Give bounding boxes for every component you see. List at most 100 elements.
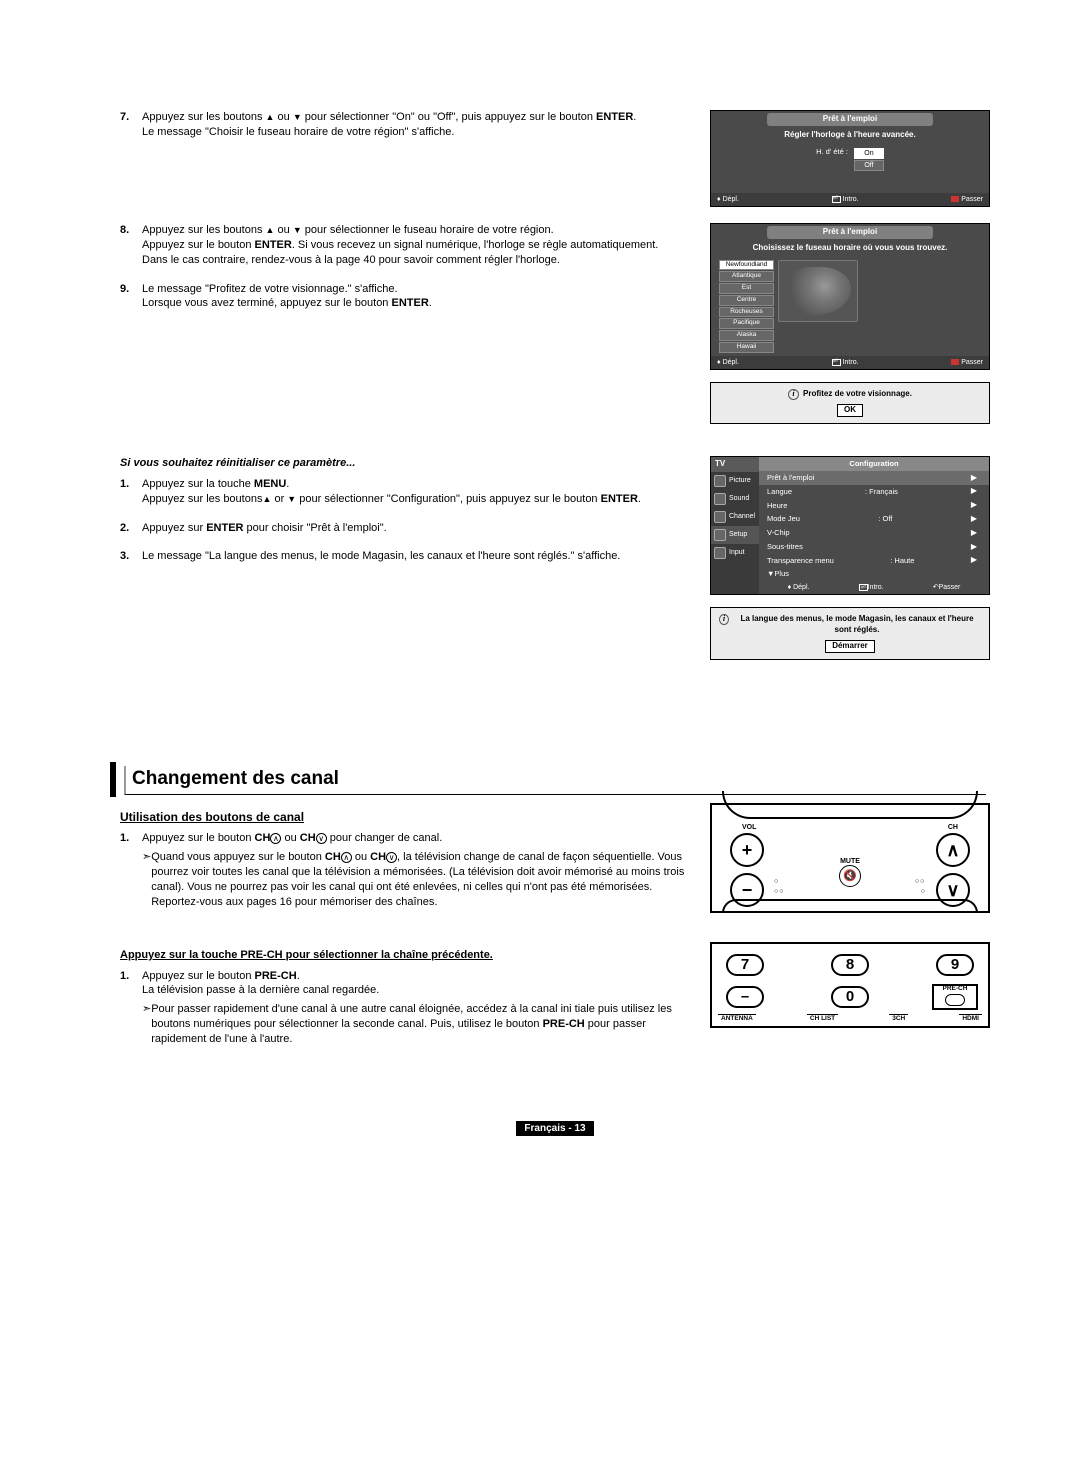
dst-option-on[interactable]: On: [854, 148, 884, 159]
step-line: Appuyez sur les boutons ou pour sélectio…: [142, 224, 554, 236]
step-body: Appuyez sur les boutons ou pour sélectio…: [142, 110, 690, 140]
step-line: Dans le cas contraire, rendez-vous à la …: [142, 254, 560, 266]
cfg-tv-label: TV: [711, 457, 759, 472]
cfg-foot-enter: ⏎Intro.: [859, 583, 884, 592]
start-button[interactable]: Démarrer: [825, 640, 875, 653]
num-dash-button[interactable]: –: [726, 986, 764, 1008]
step-body: Appuyez sur les boutons ou pour sélectio…: [142, 223, 690, 268]
ch-step-1: 1. Appuyez sur le bouton CH∧ ou CH∨ pour…: [120, 831, 690, 909]
mute-button[interactable]: [839, 865, 861, 887]
cfg-row[interactable]: V-Chip▶: [759, 526, 989, 540]
prech-button-box: PRE-CH: [932, 984, 978, 1010]
reset-step-2: 2. Appuyez sur ENTER pour choisir "Prêt …: [120, 521, 690, 536]
footer-move: ♦ Dépl.: [717, 195, 739, 204]
prech-button[interactable]: [945, 994, 965, 1006]
remote-vol-ch: VOL CH + − ∧ ∨ MUTE ○○○ ○○ ○: [710, 803, 990, 913]
side-channel[interactable]: Channel: [711, 508, 759, 526]
page-number: Français - 13: [516, 1121, 593, 1136]
step-body: Appuyez sur le bouton CH∧ ou CH∨ pour ch…: [142, 831, 690, 909]
cfg-more: ▼Plus: [759, 568, 989, 581]
osd-timezone: Prêt à l'emploi Choisissez le fuseau hor…: [710, 223, 990, 370]
btm-3ch: 3CH: [889, 1014, 908, 1024]
num-8-button[interactable]: 8: [831, 954, 869, 976]
side-input[interactable]: Input: [711, 544, 759, 562]
step-num: 1.: [120, 831, 142, 909]
step-num: 8.: [120, 223, 142, 268]
footer-move: ♦ Dépl.: [717, 358, 739, 367]
reset-step-3: 3. Le message "La langue des menus, le m…: [120, 549, 690, 564]
info-text: Profitez de votre visionnage.: [803, 389, 912, 400]
channel-icon: [714, 511, 726, 523]
tz-item[interactable]: Alaska: [719, 330, 774, 341]
cfg-row[interactable]: Transparence menu: Haute▶: [759, 554, 989, 568]
ch-up-button[interactable]: ∧: [936, 833, 970, 867]
num-9-button[interactable]: 9: [936, 954, 974, 976]
step-num: 7.: [120, 110, 142, 140]
ch-label: CH: [948, 823, 958, 832]
step-num: 3.: [120, 549, 142, 564]
info-icon: i: [788, 389, 799, 400]
step-7: 7. Appuyez sur les boutons ou pour sélec…: [120, 110, 690, 140]
footer-enter: ⏎Intro.: [832, 195, 859, 204]
picture-icon: [714, 475, 726, 487]
reset-heading: Si vous souhaitez réinitialiser ce param…: [120, 456, 690, 471]
side-picture[interactable]: Picture: [711, 472, 759, 490]
cfg-row[interactable]: Mode Jeu: Off▶: [759, 513, 989, 527]
step-body: Appuyez sur le bouton PRE-CH. La télévis…: [142, 969, 690, 1047]
input-icon: [714, 547, 726, 559]
step-line: Appuyez sur le bouton ENTER. Si vous rec…: [142, 239, 658, 251]
osd-title: Prêt à l'emploi: [767, 113, 934, 126]
step-body: Le message "Profitez de votre visionnage…: [142, 282, 690, 312]
cfg-foot-move: ♦ Dépl.: [788, 583, 810, 592]
tz-item[interactable]: Hawaii: [719, 342, 774, 353]
osd-title: Prêt à l'emploi: [767, 226, 934, 239]
step-num: 1.: [120, 969, 142, 1047]
remote-numpad: 7 8 9 – 0 PRE-CH ANTENNA CH LIST 3CH HDM…: [710, 942, 990, 1028]
reset-step-1: 1. Appuyez sur la touche MENU.Appuyez su…: [120, 477, 690, 507]
note-text: Quand vous appuyez sur le bouton CH∧ ou …: [151, 850, 690, 909]
tz-item[interactable]: Est: [719, 283, 774, 294]
btm-hdmi: HDMI: [959, 1014, 982, 1024]
dst-option-off[interactable]: Off: [854, 160, 884, 171]
step-body: Appuyez sur ENTER pour choisir "Prêt à l…: [142, 521, 690, 536]
info-reset-done: i La langue des menus, le mode Magasin, …: [710, 607, 990, 659]
subheader-channel-buttons: Utilisation des boutons de canal: [120, 809, 690, 825]
step-line: Le message "Profitez de votre visionnage…: [142, 283, 398, 295]
note-text: Pour passer rapidement d'une canal à une…: [151, 1002, 690, 1047]
cfg-row[interactable]: Prêt à l'emploi▶: [759, 471, 989, 485]
tz-item[interactable]: Rocheuses: [719, 307, 774, 318]
osd-subtitle: Régler l'horloge à l'heure avancée.: [711, 128, 989, 143]
vol-label: VOL: [742, 823, 756, 832]
side-setup[interactable]: Setup: [711, 526, 759, 544]
dots-icon: ○○○: [774, 877, 784, 896]
osd-subtitle: Choisissez le fuseau horaire où vous vou…: [711, 241, 989, 256]
info-icon: i: [719, 614, 729, 625]
sound-icon: [714, 493, 726, 505]
footer-skip: Passer: [951, 195, 983, 204]
tz-item[interactable]: Newfoundland: [719, 260, 774, 271]
cfg-row[interactable]: Langue: Français▶: [759, 485, 989, 499]
step-num: 1.: [120, 477, 142, 507]
num-0-button[interactable]: 0: [831, 986, 869, 1008]
vol-up-button[interactable]: +: [730, 833, 764, 867]
cfg-row[interactable]: Sous-titres▶: [759, 540, 989, 554]
step-line: Le message "Choisir le fuseau horaire de…: [142, 126, 454, 138]
dst-label: H. d' été :: [816, 147, 848, 173]
osd-dst: Prêt à l'emploi Régler l'horloge à l'heu…: [710, 110, 990, 207]
footer-enter: ⏎Intro.: [832, 358, 859, 367]
ok-button[interactable]: OK: [837, 404, 863, 417]
info-enjoy: i Profitez de votre visionnage. OK: [710, 382, 990, 424]
page-footer: Français - 13: [120, 1121, 990, 1136]
prech-label: PRE-CH: [934, 985, 976, 994]
num-7-button[interactable]: 7: [726, 954, 764, 976]
cfg-row[interactable]: Heure▶: [759, 499, 989, 513]
tz-item[interactable]: Pacifique: [719, 318, 774, 329]
timezone-map: [778, 260, 858, 322]
cfg-title: Configuration: [759, 457, 989, 471]
side-sound[interactable]: Sound: [711, 490, 759, 508]
btm-antenna: ANTENNA: [718, 1014, 756, 1024]
osd-config-menu: TV Picture Sound Channel Setup Input Con…: [710, 456, 990, 595]
tz-item[interactable]: Atlantique: [719, 271, 774, 282]
timezone-list[interactable]: Newfoundland Atlantique Est Centre Roche…: [719, 260, 774, 354]
tz-item[interactable]: Centre: [719, 295, 774, 306]
